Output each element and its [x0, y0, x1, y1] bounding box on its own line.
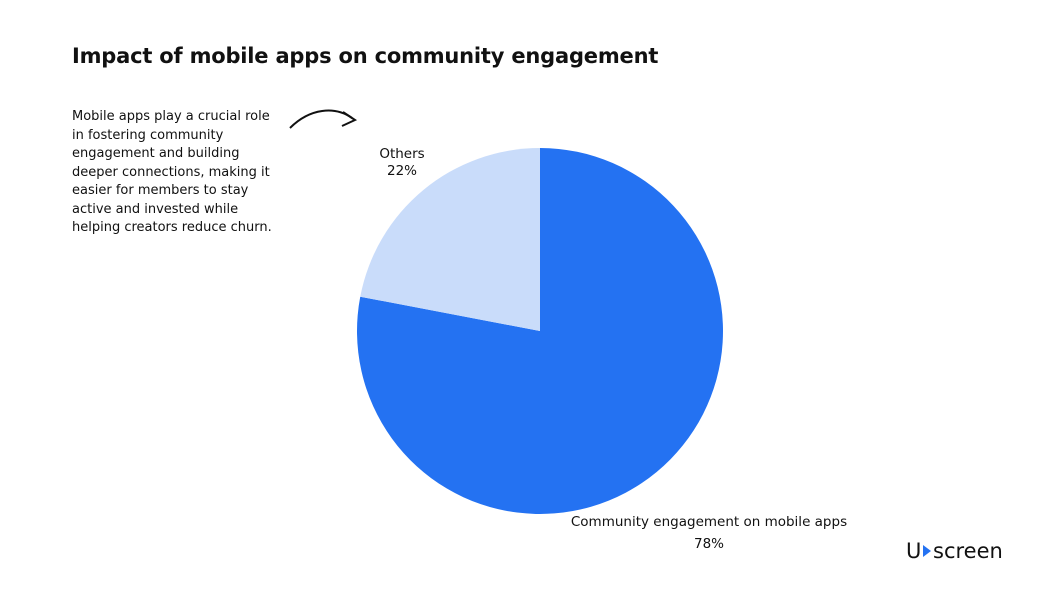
logo-right: screen [933, 539, 1003, 563]
logo-left: U [906, 539, 921, 563]
slice-label: Community engagement on mobile apps [571, 514, 847, 530]
logo-icon [923, 545, 931, 557]
slice-value-label: 22% [387, 163, 417, 179]
slice-label: Others [379, 146, 424, 162]
chart-title: Impact of mobile apps on community engag… [72, 44, 659, 68]
pie-slice [360, 148, 540, 331]
annotation: Mobile apps play a crucial role in foste… [72, 109, 272, 235]
arrow-head [341, 111, 358, 127]
slice-value-label: 78% [694, 536, 724, 552]
